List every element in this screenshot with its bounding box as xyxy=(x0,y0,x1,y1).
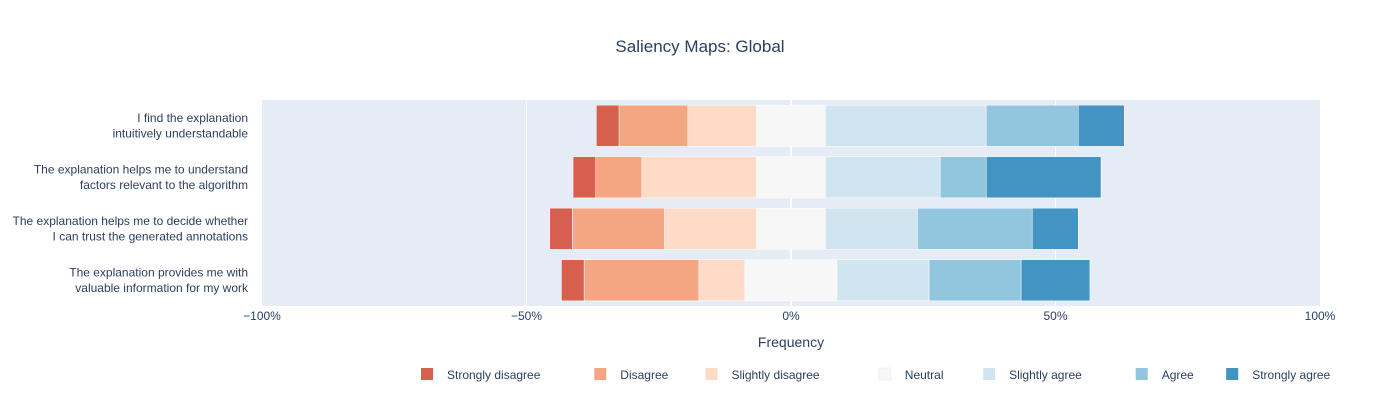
bar-strongly-disagree xyxy=(573,157,596,198)
bar-strongly-agree xyxy=(1078,105,1124,146)
y-tick-label: I can trust the generated annotations xyxy=(53,230,248,244)
x-tick-label: −100% xyxy=(243,309,281,323)
legend-swatch xyxy=(879,368,891,380)
legend-swatch xyxy=(706,368,718,380)
y-tick-label: The explanation helps me to understand xyxy=(34,163,248,177)
bar-disagree xyxy=(619,105,688,146)
legend[interactable]: Strongly disagree Disagree Slightly disagr… xyxy=(421,368,1331,382)
legend-item-slightly-agree[interactable]: Slightly agree xyxy=(983,368,1082,382)
x-tick-label: 0% xyxy=(782,309,800,323)
x-tick-label: −50% xyxy=(511,309,542,323)
bar-strongly-disagree xyxy=(561,260,584,301)
legend-swatch xyxy=(1226,368,1238,380)
bar-slightly-agree xyxy=(825,105,986,146)
y-tick-label: intuitively understandable xyxy=(113,127,249,141)
bar-neutral xyxy=(757,208,826,249)
legend-item-neutral[interactable]: Neutral xyxy=(879,368,944,382)
bar-agree xyxy=(940,157,986,198)
bar-slightly-disagree xyxy=(699,260,745,301)
bar-slightly-disagree xyxy=(642,157,757,198)
legend-label: Strongly disagree xyxy=(447,368,541,382)
legend-item-strongly-agree[interactable]: Strongly agree xyxy=(1226,368,1330,382)
bar-neutral xyxy=(757,157,826,198)
bar-slightly-agree xyxy=(837,260,929,301)
bar-slightly-agree xyxy=(825,157,940,198)
legend-item-slightly-disagree[interactable]: Slightly disagree xyxy=(706,368,820,382)
bar-strongly-disagree xyxy=(550,208,573,249)
y-tick-label: The explanation provides me with xyxy=(69,266,248,280)
legend-swatch xyxy=(421,368,433,380)
bar-slightly-agree xyxy=(825,208,917,249)
legend-item-disagree[interactable]: Disagree xyxy=(594,368,668,382)
bar-agree xyxy=(929,260,1021,301)
legend-label: Slightly disagree xyxy=(732,368,820,382)
x-tick-label: 100% xyxy=(1305,309,1336,323)
legend-swatch xyxy=(983,368,995,380)
y-tick-label: valuable information for my work xyxy=(75,281,249,295)
bar-strongly-agree xyxy=(1021,260,1090,301)
legend-item-strongly-disagree[interactable]: Strongly disagree xyxy=(421,368,541,382)
chart-title: Saliency Maps: Global xyxy=(615,37,784,56)
bar-slightly-disagree xyxy=(665,208,757,249)
bar-strongly-disagree xyxy=(596,105,619,146)
x-tick-label: 50% xyxy=(1043,309,1067,323)
y-tick-label: factors relevant to the algorithm xyxy=(80,178,248,192)
y-axis-labels: I find the explanation intuitively unders… xyxy=(13,111,249,295)
y-tick-label: The explanation helps me to decide wheth… xyxy=(13,214,248,228)
bar-slightly-disagree xyxy=(688,105,757,146)
bar-agree xyxy=(917,208,1032,249)
bar-disagree xyxy=(596,157,642,198)
bar-disagree xyxy=(573,208,665,249)
bar-agree xyxy=(986,105,1078,146)
legend-label: Strongly agree xyxy=(1252,368,1330,382)
bar-disagree xyxy=(584,260,699,301)
legend-swatch xyxy=(594,368,606,380)
legend-label: Neutral xyxy=(905,368,944,382)
x-axis-title: Frequency xyxy=(758,334,824,350)
legend-label: Slightly agree xyxy=(1009,368,1082,382)
bar-neutral xyxy=(745,260,837,301)
bar-neutral xyxy=(757,105,826,146)
legend-label: Agree xyxy=(1162,368,1194,382)
legend-label: Disagree xyxy=(620,368,668,382)
legend-item-agree[interactable]: Agree xyxy=(1136,368,1194,382)
bar-strongly-agree xyxy=(1032,208,1078,249)
legend-swatch xyxy=(1136,368,1148,380)
y-tick-label: I find the explanation xyxy=(137,111,248,125)
x-axis-ticks: −100% −50% 0% 50% 100% xyxy=(243,309,1336,323)
bar-strongly-agree xyxy=(986,157,1101,198)
